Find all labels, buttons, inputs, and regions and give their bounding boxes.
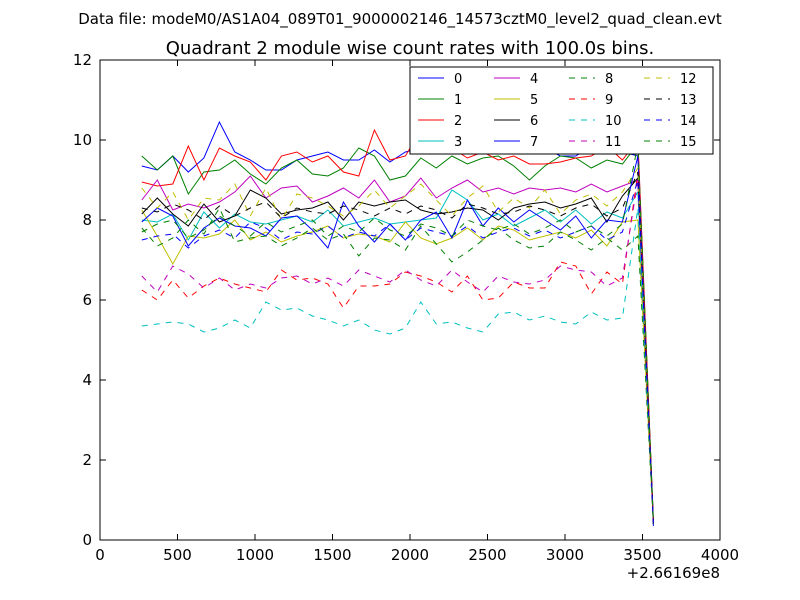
legend-label-3: 3: [454, 135, 462, 150]
legend-label-15: 15: [680, 135, 697, 150]
series-line-12: [141, 166, 654, 525]
y-tick-label: 4: [82, 371, 92, 389]
y-tick-label: 6: [82, 291, 92, 309]
series-line-14: [141, 179, 654, 525]
series-line-6: [141, 176, 654, 525]
x-tick-label: 500: [163, 546, 192, 564]
legend-label-5: 5: [530, 93, 538, 108]
x-tick-label: 3000: [546, 546, 584, 564]
series-line-11: [141, 179, 654, 525]
series-line-9: [141, 171, 654, 525]
legend-label-14: 14: [680, 114, 697, 129]
x-tick-label: 1500: [313, 546, 351, 564]
series-line-4: [141, 175, 654, 525]
legend-label-0: 0: [454, 72, 462, 87]
figure-suptitle: Data file: modeM0/AS1A04_089T01_90000021…: [78, 10, 722, 29]
legend-label-8: 8: [605, 72, 613, 87]
x-tick-label: 4000: [701, 546, 739, 564]
legend-label-12: 12: [680, 72, 697, 87]
x-offset-label: +2.66169e8: [627, 564, 720, 582]
x-tick-label: 2000: [391, 546, 429, 564]
legend-label-1: 1: [454, 93, 462, 108]
legend-label-7: 7: [530, 135, 538, 150]
series-line-7: [141, 155, 654, 527]
legend-label-6: 6: [530, 114, 538, 129]
legend-label-4: 4: [530, 72, 538, 87]
x-tick-label: 1000: [236, 546, 274, 564]
series-layer: [141, 120, 654, 527]
series-line-8: [141, 206, 654, 525]
x-axis: 0 500 1000 1500 2000 2500 3000 3500 4000: [95, 60, 739, 564]
y-tick-label: 12: [73, 51, 92, 69]
y-tick-label: 0: [82, 531, 92, 549]
legend-label-9: 9: [605, 93, 613, 108]
legend-label-10: 10: [605, 114, 622, 129]
series-line-2: [141, 128, 654, 523]
y-tick-label: 8: [82, 211, 92, 229]
chart-title: Quadrant 2 module wise count rates with …: [166, 38, 655, 59]
series-line-15: [141, 143, 654, 525]
series-line-0: [141, 120, 654, 521]
series-line-13: [141, 171, 654, 525]
x-tick-label: 2500: [468, 546, 506, 564]
legend-label-11: 11: [605, 135, 622, 150]
y-tick-label: 2: [82, 451, 92, 469]
series-line-3: [141, 189, 654, 525]
legend-label-13: 13: [680, 93, 697, 108]
x-tick-label: 0: [95, 546, 105, 564]
series-line-10: [141, 207, 654, 525]
legend-label-2: 2: [454, 114, 462, 129]
series-line-1: [141, 142, 654, 523]
legend-box: [409, 66, 714, 155]
y-tick-label: 10: [73, 131, 92, 149]
x-tick-label: 3500: [623, 546, 661, 564]
